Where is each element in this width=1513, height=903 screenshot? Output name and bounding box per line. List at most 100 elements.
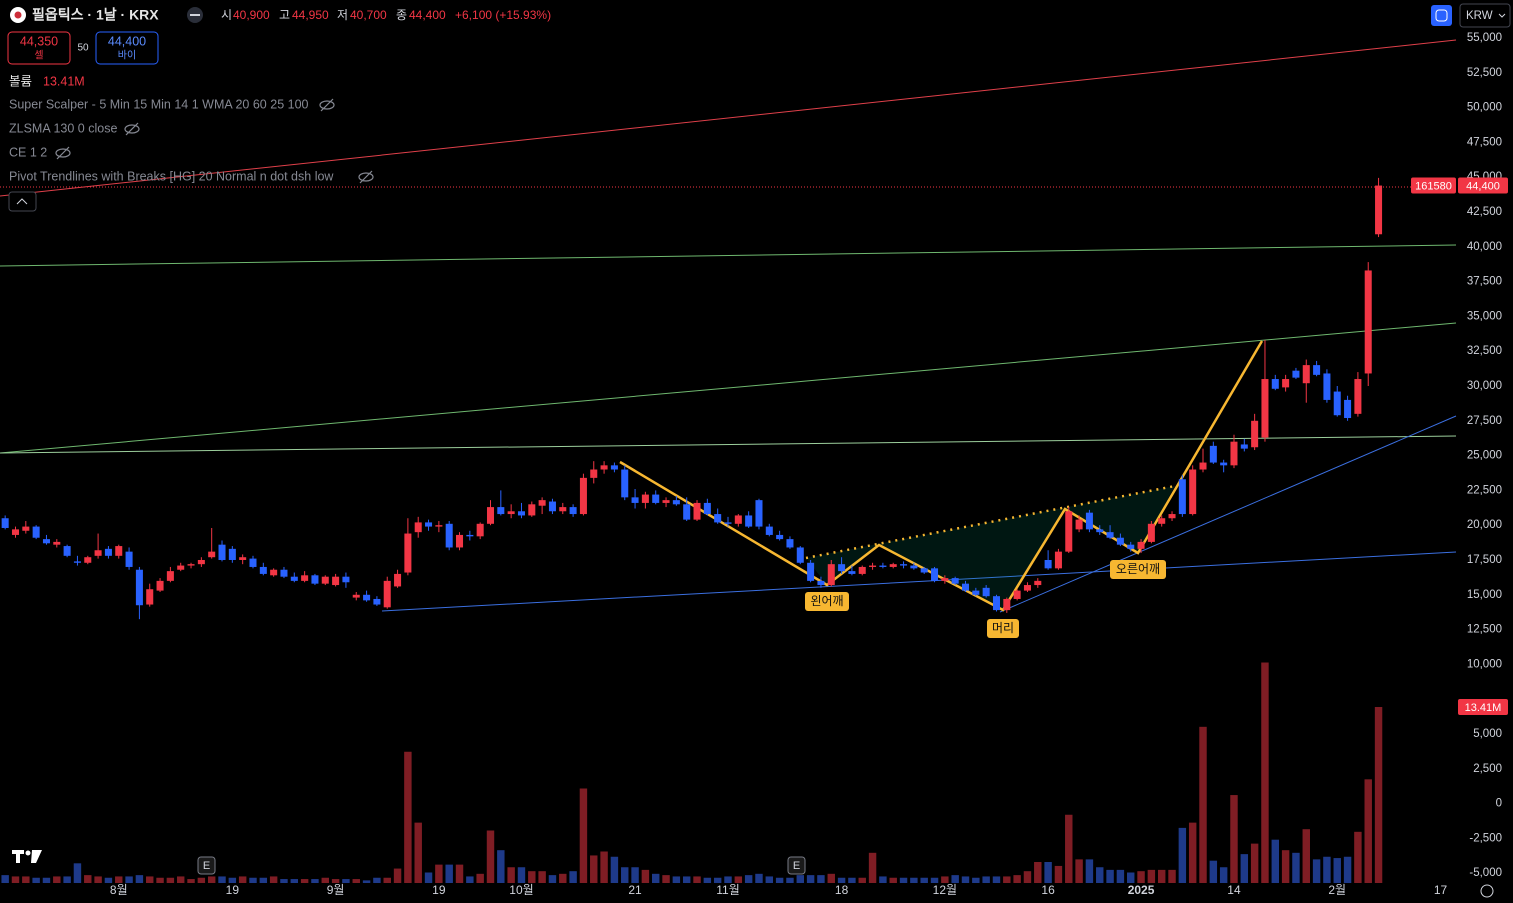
y-tick-label: 40,000 bbox=[1467, 241, 1502, 253]
volume-bar bbox=[1343, 856, 1352, 883]
event-badge[interactable] bbox=[197, 856, 216, 875]
volume-bar bbox=[259, 877, 268, 883]
candle-body bbox=[456, 534, 464, 548]
volume-bar bbox=[63, 876, 71, 883]
sell-button[interactable] bbox=[7, 31, 71, 65]
y-tick-label: 25,000 bbox=[1467, 450, 1502, 462]
candle-body bbox=[517, 511, 525, 516]
ohlc-label: 시 bbox=[221, 8, 232, 22]
volume-bar bbox=[1281, 850, 1290, 883]
candle-body bbox=[559, 507, 567, 512]
candles bbox=[1, 177, 1383, 620]
volume-legend-value: 13.41M bbox=[43, 74, 85, 88]
ohlc-value: 44,950 bbox=[292, 8, 329, 22]
volume-bar bbox=[559, 873, 567, 883]
volume-bar bbox=[755, 873, 763, 883]
volume-bar bbox=[651, 873, 660, 883]
candle-body bbox=[1375, 185, 1383, 235]
candle-body bbox=[992, 596, 1000, 611]
volume-bar bbox=[393, 868, 402, 883]
dropdown-icon bbox=[1498, 13, 1506, 18]
change: +6,100 (+15.93%) bbox=[455, 8, 551, 22]
volume-bar bbox=[1023, 871, 1032, 883]
candle-body bbox=[352, 594, 360, 598]
buy-button[interactable] bbox=[95, 31, 159, 65]
candle-body bbox=[827, 564, 835, 586]
indicator-legend[interactable]: ZLSMA 130 0 close bbox=[9, 121, 117, 135]
candle-body bbox=[776, 534, 784, 540]
volume-bar bbox=[249, 877, 257, 883]
y-tick-label: 17,500 bbox=[1467, 554, 1502, 566]
volume-bar bbox=[1003, 876, 1011, 883]
candle-body bbox=[590, 469, 598, 478]
y-tick-label: 2,500 bbox=[1473, 763, 1502, 775]
volume-bar bbox=[796, 875, 805, 883]
hidden-icons bbox=[55, 98, 374, 184]
volume-bar bbox=[497, 850, 505, 883]
volume-layer bbox=[1, 662, 1383, 883]
candle-body bbox=[631, 497, 639, 503]
candle-body bbox=[786, 539, 794, 548]
collapse-button[interactable] bbox=[8, 191, 37, 212]
buy-label: 바이 bbox=[118, 50, 136, 62]
volume-bar bbox=[579, 788, 588, 883]
volume-bar bbox=[156, 877, 164, 883]
volume-bar bbox=[972, 877, 980, 883]
volume-bar bbox=[724, 876, 732, 883]
volume-bar bbox=[775, 877, 784, 883]
volume-bar bbox=[1137, 871, 1145, 883]
volume-bar bbox=[548, 875, 557, 883]
volume-bar bbox=[125, 876, 133, 883]
sync-button[interactable] bbox=[1431, 5, 1452, 26]
volume-bar bbox=[1013, 875, 1021, 883]
volume-bar bbox=[1106, 869, 1114, 883]
y-tick-label: -5,000 bbox=[1469, 867, 1502, 879]
volume-bar bbox=[1250, 843, 1259, 883]
candle-body bbox=[208, 551, 216, 558]
settings-button[interactable] bbox=[1480, 884, 1494, 898]
indicator-legend[interactable]: CE 1 2 bbox=[9, 145, 47, 159]
candle-body bbox=[838, 564, 846, 572]
currency-button[interactable] bbox=[1459, 3, 1511, 28]
indicator-legend[interactable]: Super Scalper - 5 Min 15 Min 14 1 WMA 20… bbox=[9, 97, 309, 111]
candle-body bbox=[486, 507, 495, 524]
indicator-legend[interactable]: Pivot Trendlines with Breaks [HG] 20 Nor… bbox=[9, 169, 334, 183]
volume-bar bbox=[1364, 779, 1372, 883]
volume-bar bbox=[383, 877, 391, 883]
candle-body bbox=[497, 507, 505, 515]
volume-bar bbox=[858, 877, 866, 883]
x-tick-label: 16 bbox=[1041, 883, 1055, 897]
volume-bar bbox=[197, 877, 206, 883]
candle-body bbox=[569, 507, 577, 515]
candle-body bbox=[869, 565, 877, 567]
candle-body bbox=[1354, 379, 1362, 414]
annotation: 왼어깨 bbox=[810, 594, 843, 608]
y-tick-label: 22,500 bbox=[1467, 484, 1502, 496]
volume-bar bbox=[631, 867, 639, 883]
volume-bar bbox=[879, 876, 887, 883]
candle-body bbox=[765, 526, 773, 535]
y-tick-label: 10,000 bbox=[1467, 658, 1502, 670]
volume-bar bbox=[1065, 814, 1073, 883]
candle-body bbox=[889, 564, 897, 567]
candle-body bbox=[1251, 420, 1259, 448]
candle-body bbox=[1127, 544, 1135, 549]
currency: KRW bbox=[1466, 10, 1493, 22]
candle-body bbox=[900, 564, 908, 566]
volume-bar bbox=[992, 876, 1001, 883]
candle-body bbox=[1344, 399, 1352, 419]
volume-bar bbox=[837, 877, 846, 883]
pattern-line bbox=[619, 340, 1264, 612]
candle-body bbox=[961, 583, 970, 591]
volume-bar bbox=[1323, 856, 1331, 883]
event-badge[interactable] bbox=[787, 856, 806, 875]
candle-body bbox=[1178, 479, 1186, 515]
volume-bar bbox=[176, 876, 185, 883]
x-tick-label: 21 bbox=[628, 883, 642, 897]
volume-bar bbox=[1034, 862, 1042, 883]
event-label: E bbox=[793, 860, 800, 872]
x-tick-label: 12월 bbox=[933, 883, 957, 897]
volume-bar bbox=[621, 867, 629, 883]
candle-body bbox=[177, 565, 185, 570]
volume-bar bbox=[238, 876, 247, 883]
